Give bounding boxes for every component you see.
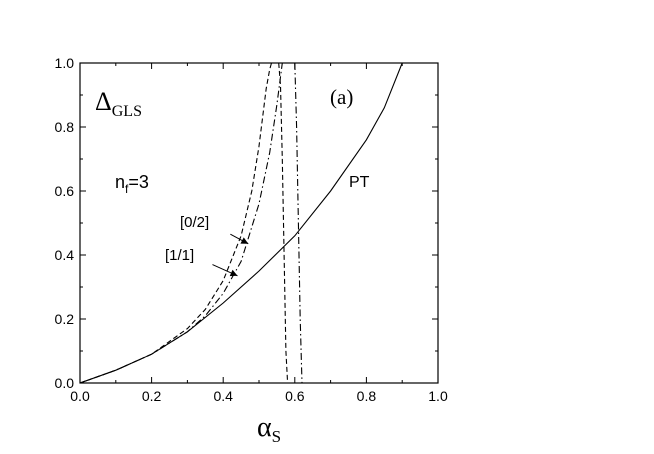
y-tick-label: 0.0 bbox=[55, 375, 75, 391]
x-tick-label: 0.8 bbox=[357, 388, 377, 404]
y-axis-label: ΔGLS bbox=[95, 87, 142, 120]
series-line-11 bbox=[79, 62, 283, 384]
panel-label: (a) bbox=[330, 85, 353, 109]
y-tick-label: 0.4 bbox=[55, 247, 75, 263]
x-tick-label: 1.0 bbox=[428, 388, 448, 404]
y-axis-label-sub: GLS bbox=[112, 103, 142, 120]
series-line-11 bbox=[294, 62, 303, 384]
arrows bbox=[212, 233, 249, 277]
series-line-02 bbox=[278, 62, 289, 384]
x-axis-label-main: α bbox=[257, 412, 272, 443]
x-tick-label: 0.4 bbox=[213, 388, 233, 404]
arrow-1-1-head bbox=[229, 269, 238, 277]
ticks: 0.0 0.2 0.4 0.6 0.8 1.0 0.0 0.2 0.4 0.6 0.8 1.0 bbox=[55, 55, 448, 404]
y-tick-label: 0.2 bbox=[55, 311, 75, 327]
label-1-1: [1/1] bbox=[165, 247, 194, 264]
series-layer bbox=[79, 62, 403, 384]
plot-frame bbox=[79, 62, 439, 384]
label-pt: PT bbox=[349, 174, 370, 191]
x-axis-label: αS bbox=[257, 412, 281, 446]
y-tick-label: 1.0 bbox=[55, 55, 75, 71]
x-tick-label: 0.2 bbox=[142, 388, 162, 404]
x-tick-label: 0.0 bbox=[70, 388, 90, 404]
y-tick-label: 0.8 bbox=[55, 119, 75, 135]
y-axis-label-main: Δ bbox=[95, 87, 112, 116]
arrow-0-2-head bbox=[240, 237, 249, 244]
y-tick-label: 0.6 bbox=[55, 183, 75, 199]
nf-annotation: nf=3 bbox=[115, 172, 149, 196]
label-0-2: [0/2] bbox=[180, 214, 209, 231]
x-axis-label-sub: S bbox=[272, 427, 281, 446]
x-tick-label: 0.6 bbox=[285, 388, 305, 404]
